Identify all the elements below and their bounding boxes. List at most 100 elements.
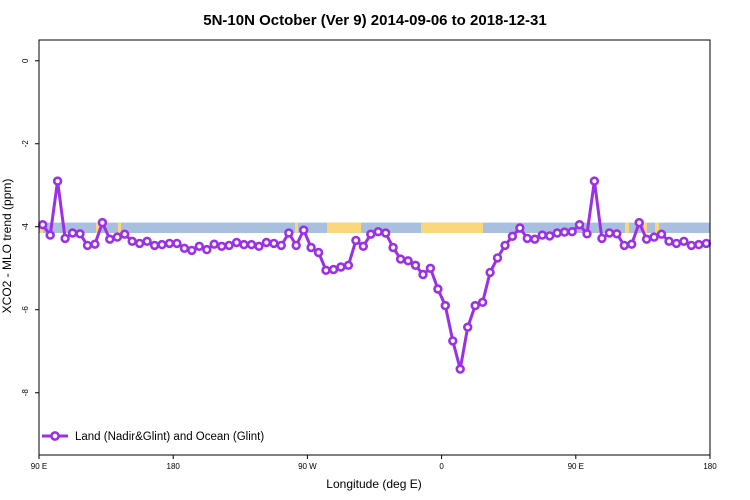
data-point (463, 322, 473, 332)
land-patch (337, 222, 361, 233)
data-point (127, 236, 137, 247)
data-point (649, 232, 659, 242)
data-point (179, 243, 190, 254)
data-point (164, 238, 175, 249)
data-point (485, 267, 495, 278)
data-point (597, 233, 607, 244)
data-point (544, 231, 555, 241)
data-point (507, 231, 518, 242)
data-point (440, 300, 450, 311)
data-point (52, 176, 63, 186)
data-point (254, 241, 264, 252)
data-point (261, 237, 272, 248)
y-axis: 0 -2 -4 -6 -8 (21, 58, 39, 396)
data-point (381, 228, 391, 238)
x-axis-label: Longitude (deg E) (326, 477, 421, 491)
data-point (306, 242, 316, 253)
x-axis: 90 E 180 90 W 0 90 E 180 (31, 455, 717, 471)
data-point (559, 227, 570, 237)
data-point (269, 238, 279, 249)
land-patch (96, 222, 100, 233)
data-point (187, 245, 197, 256)
y-tick-label: -8 (21, 389, 30, 397)
x-tick-label: 90 W (298, 462, 317, 471)
x-tick-label: 0 (439, 462, 444, 471)
series-layer (37, 176, 711, 374)
land-patch (118, 222, 121, 233)
data-point (343, 260, 354, 270)
x-tick-label: 180 (167, 462, 181, 471)
data-point (425, 263, 436, 273)
data-point (477, 297, 488, 307)
data-point (231, 237, 242, 248)
data-point (448, 336, 458, 346)
data-point (97, 217, 108, 228)
data-point (388, 242, 398, 253)
x-tick-label: 90 E (31, 462, 47, 471)
data-point (142, 236, 152, 247)
x-tick-label: 90 E (568, 462, 584, 471)
data-point (701, 238, 711, 249)
plot-frame (38, 39, 711, 456)
data-point (500, 240, 510, 251)
data-point (209, 239, 219, 249)
y-tick-label: -6 (21, 306, 30, 314)
data-point (60, 233, 70, 244)
data-point (134, 238, 145, 249)
land-patch (421, 222, 483, 233)
data-point (403, 256, 413, 266)
data-point (321, 265, 331, 275)
data-point (328, 264, 339, 275)
data-point (410, 260, 421, 270)
data-point (515, 223, 525, 233)
data-point (299, 225, 309, 235)
data-point (686, 240, 697, 251)
data-point (433, 284, 443, 294)
ocean-band (39, 222, 710, 233)
data-point (366, 229, 376, 239)
land-patch (295, 222, 298, 233)
data-point (582, 229, 592, 239)
data-point (246, 239, 257, 250)
data-point (284, 228, 294, 238)
data-point (45, 230, 55, 240)
data-point (67, 228, 78, 238)
land-patch (644, 222, 647, 233)
data-point (336, 262, 346, 272)
data-point (224, 240, 234, 251)
data-point (567, 227, 577, 237)
data-point (641, 234, 652, 244)
data-point (679, 236, 689, 247)
data-point (202, 244, 212, 255)
chart-title: 5N-10N October (Ver 9) 2014-09-06 to 201… (203, 12, 547, 29)
land-patch (655, 222, 659, 233)
data-point (604, 228, 615, 238)
data-point (455, 364, 465, 374)
y-tick-label: -2 (21, 140, 30, 148)
data-point (37, 220, 48, 230)
legend-label: Land (Nadir&Glint) and Ocean (Glint) (75, 431, 264, 443)
data-point (634, 217, 644, 228)
legend: Land (Nadir&Glint) and Ocean (Glint) (42, 431, 264, 443)
data-point (522, 233, 532, 244)
data-point (149, 240, 160, 251)
data-point (358, 241, 368, 252)
data-point (470, 300, 480, 311)
data-point (612, 229, 622, 239)
legend-marker (50, 431, 60, 441)
data-point (664, 236, 674, 247)
data-point (537, 230, 547, 240)
data-point (418, 269, 428, 280)
x-tick-label: 180 (703, 462, 717, 471)
data-point (589, 176, 600, 186)
data-point (239, 239, 249, 250)
data-point (276, 240, 286, 251)
data-point (172, 238, 182, 249)
data-point (492, 253, 503, 263)
data-point (112, 232, 123, 242)
data-point (157, 239, 167, 250)
data-point (313, 247, 324, 258)
data-point (694, 239, 704, 250)
data-point (82, 240, 93, 251)
